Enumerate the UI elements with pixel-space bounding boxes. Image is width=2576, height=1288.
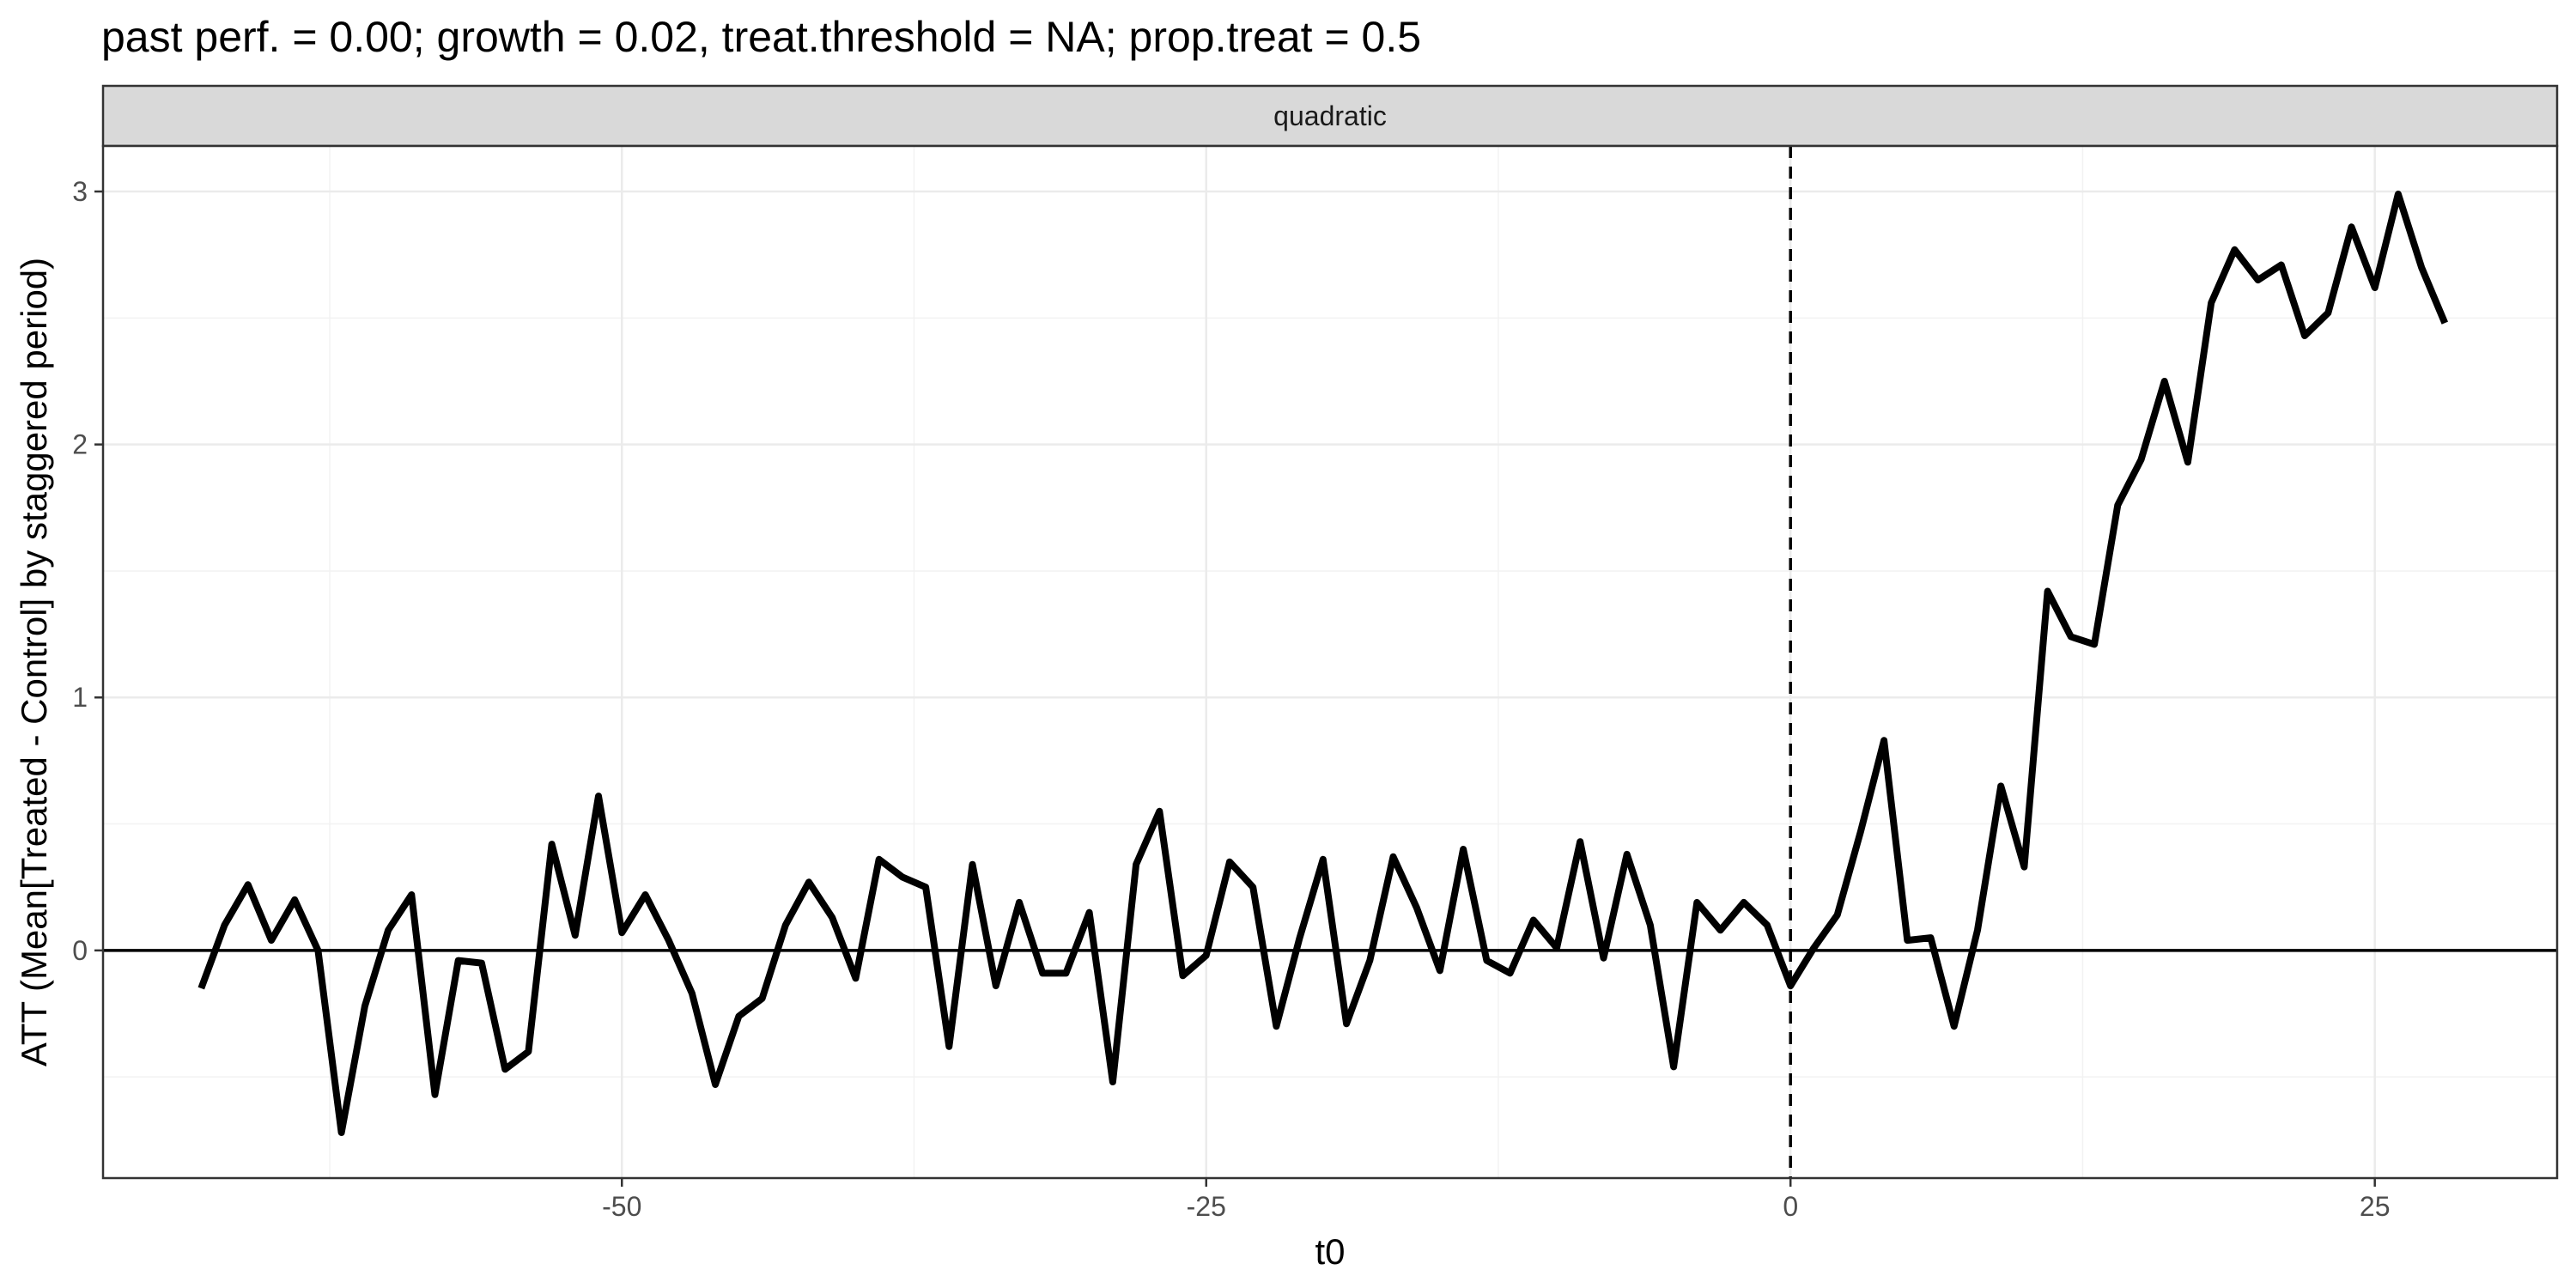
x-tick-label: -25 (1187, 1191, 1226, 1222)
x-tick-label: -50 (602, 1191, 641, 1222)
y-axis: 0 1 2 3 (72, 176, 103, 966)
x-tick-label: 0 (1783, 1191, 1798, 1222)
y-tick-label: 3 (72, 176, 88, 207)
x-axis-title: t0 (1315, 1231, 1345, 1272)
reference-lines (103, 146, 2557, 1178)
chart-title: past perf. = 0.00; growth = 0.02, treat.… (101, 13, 1421, 61)
y-tick-label: 1 (72, 682, 88, 713)
y-axis-title: ATT (Mean[Treated - Control] by staggere… (14, 258, 54, 1066)
x-axis: -50 -25 0 25 (602, 1178, 2390, 1222)
panel-background (103, 146, 2557, 1178)
y-tick-label: 0 (72, 935, 88, 966)
facet-strip-label: quadratic (1273, 100, 1387, 131)
y-tick-label: 2 (72, 429, 88, 460)
grid-minor (103, 146, 2557, 1178)
x-tick-label: 25 (2360, 1191, 2391, 1222)
series-line (197, 191, 2448, 1136)
facet-strip (101, 84, 2559, 148)
panel-border (101, 144, 2559, 1180)
plot-panel (101, 144, 2559, 1180)
